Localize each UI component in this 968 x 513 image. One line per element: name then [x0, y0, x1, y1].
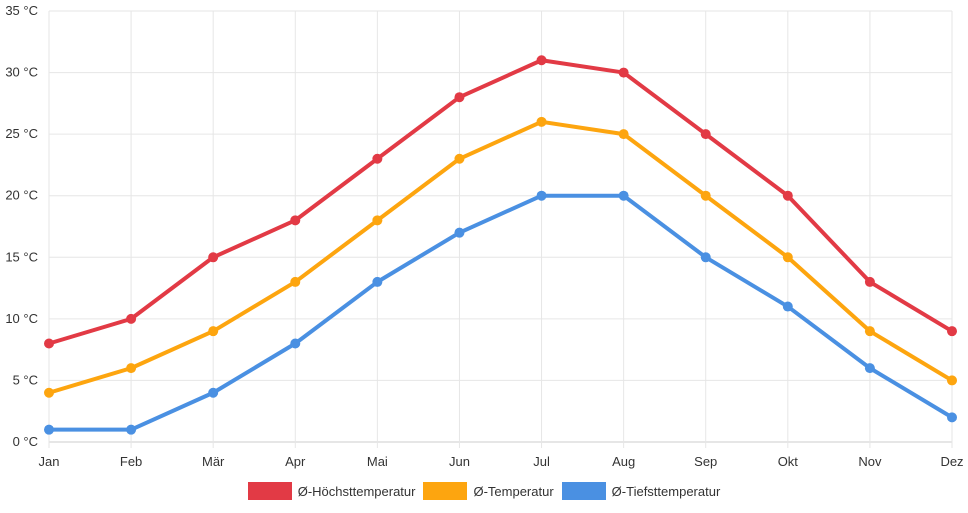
data-point[interactable] — [454, 92, 465, 103]
data-point[interactable] — [536, 190, 547, 201]
data-point[interactable] — [864, 326, 875, 337]
data-point[interactable] — [372, 215, 383, 226]
data-point[interactable] — [208, 387, 219, 398]
data-point[interactable] — [126, 424, 137, 435]
series-1 — [44, 55, 957, 349]
data-point[interactable] — [947, 326, 957, 337]
data-point[interactable] — [372, 276, 383, 287]
data-point[interactable] — [536, 55, 547, 66]
data-point[interactable] — [44, 424, 54, 435]
x-tick-label: Nov — [858, 454, 882, 469]
data-point[interactable] — [782, 301, 793, 312]
legend-item[interactable]: Ø-Tiefsttemperatur — [561, 482, 721, 500]
x-tick-label: Dez — [940, 454, 963, 469]
series-line — [47, 119, 954, 395]
data-point[interactable] — [700, 129, 711, 140]
data-point[interactable] — [290, 276, 301, 287]
data-point[interactable] — [454, 153, 465, 164]
data-point[interactable] — [454, 227, 465, 238]
data-point[interactable] — [618, 190, 629, 201]
series-layer — [44, 55, 957, 435]
data-point[interactable] — [700, 252, 711, 263]
y-tick-label: 15 °C — [5, 249, 38, 264]
data-point[interactable] — [782, 190, 793, 201]
data-point[interactable] — [372, 153, 383, 164]
y-axis-ticks: 0 °C 5 °C 10 °C 15 °C 20 °C 25 °C 30 °C 35 °C — [5, 3, 38, 449]
x-tick-label: Aug — [612, 454, 635, 469]
data-point[interactable] — [536, 116, 547, 127]
x-tick-label: Sep — [694, 454, 717, 469]
series-line — [47, 193, 954, 432]
x-tick-label: Jan — [39, 454, 60, 469]
legend: Ø-Höchsttemperatur Ø-Temperatur Ø-Tiefstte… — [0, 481, 968, 501]
data-point[interactable] — [126, 363, 137, 374]
y-tick-label: 25 °C — [5, 126, 38, 141]
data-point[interactable] — [864, 276, 875, 287]
y-tick-label: 10 °C — [5, 311, 38, 326]
x-tick-label: Apr — [285, 454, 306, 469]
legend-swatch — [423, 482, 468, 500]
data-point[interactable] — [44, 387, 54, 398]
y-tick-label: 35 °C — [5, 3, 38, 18]
data-point[interactable] — [208, 252, 219, 263]
x-tick-label: Jul — [533, 454, 550, 469]
x-tick-label: Jun — [449, 454, 470, 469]
x-tick-label: Mai — [367, 454, 388, 469]
y-tick-label: 30 °C — [5, 65, 38, 80]
x-tick-label: Feb — [120, 454, 142, 469]
x-tick-label: Mär — [202, 454, 225, 469]
legend-label: Ø-Temperatur — [473, 483, 554, 499]
x-tick-label: Okt — [778, 454, 799, 469]
y-tick-label: 5 °C — [13, 372, 38, 387]
series-2 — [44, 116, 957, 398]
y-tick-label: 0 °C — [13, 434, 38, 449]
data-point[interactable] — [947, 412, 957, 423]
legend-label: Ø-Höchsttemperatur — [297, 483, 416, 499]
data-point[interactable] — [947, 375, 957, 386]
x-axis-ticks: Jan Feb Mär Apr Mai Jun Jul Aug Sep Okt Nov Dez — [39, 454, 964, 469]
data-point[interactable] — [782, 252, 793, 263]
data-point[interactable] — [208, 326, 219, 337]
legend-swatch — [247, 482, 292, 500]
data-point[interactable] — [618, 129, 629, 140]
legend-label: Ø-Tiefsttemperatur — [611, 483, 721, 499]
series-line — [47, 58, 954, 346]
legend-swatch — [561, 482, 606, 500]
data-point[interactable] — [700, 190, 711, 201]
legend-item[interactable]: Ø-Höchsttemperatur — [247, 482, 416, 500]
data-point[interactable] — [864, 363, 875, 374]
legend-item[interactable]: Ø-Temperatur — [423, 482, 554, 500]
data-point[interactable] — [126, 313, 137, 324]
data-point[interactable] — [618, 67, 629, 78]
data-point[interactable] — [44, 338, 54, 349]
data-point[interactable] — [290, 215, 301, 226]
y-tick-label: 20 °C — [5, 188, 38, 203]
series-3 — [44, 190, 957, 435]
data-point[interactable] — [290, 338, 301, 349]
